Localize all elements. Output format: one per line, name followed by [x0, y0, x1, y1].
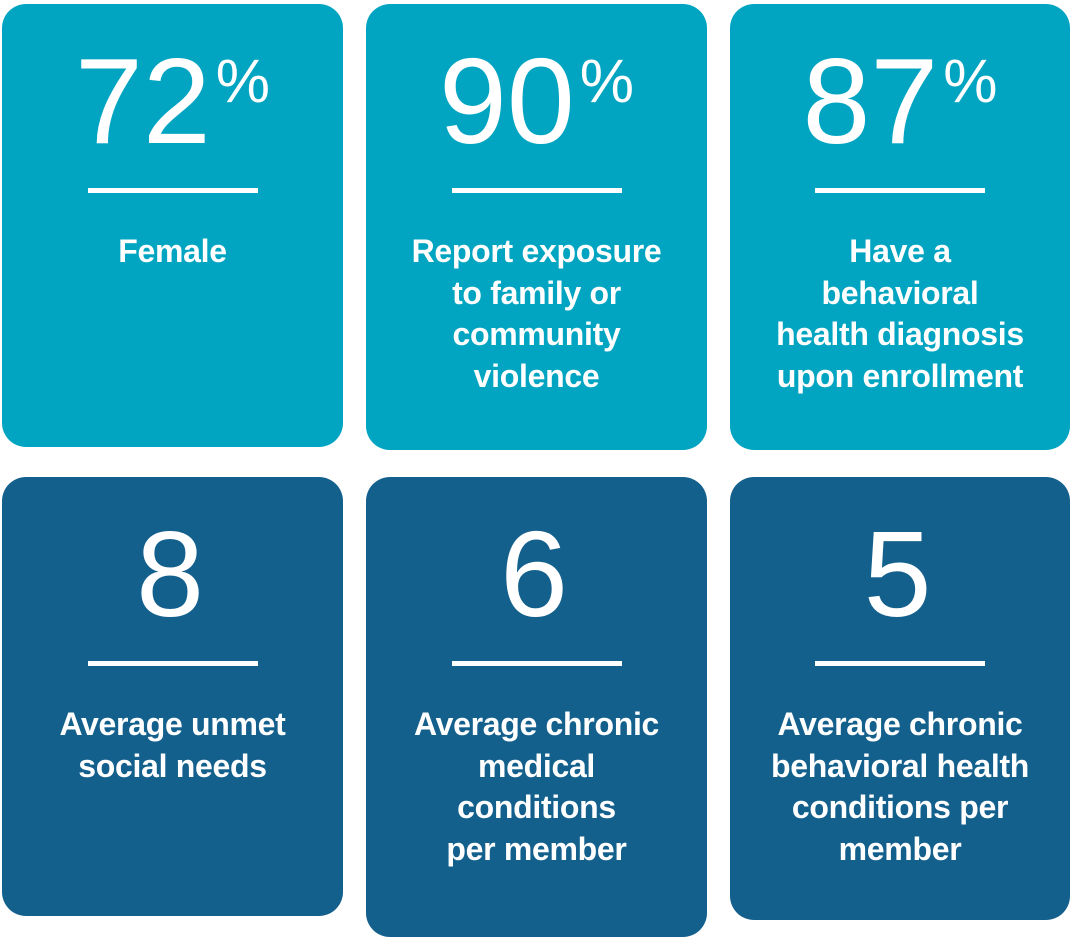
stat-value: 5	[742, 513, 1058, 635]
stat-card-chronic-medical-conditions: 6 Average chronic medical conditions per…	[366, 477, 707, 937]
stat-card-behavioral-health-diagnosis: 87% Have a behavioral health diagnosis u…	[730, 4, 1070, 450]
percent-sign: %	[579, 47, 634, 115]
stat-label: Report exposure to family or community v…	[411, 233, 662, 394]
stat-label: Female	[118, 233, 227, 269]
stat-value-number: 90	[439, 33, 575, 169]
stat-value: 8	[14, 513, 331, 635]
divider-line	[87, 661, 258, 666]
stat-label: Average chronic behavioral health condit…	[770, 706, 1030, 867]
stat-label: Average unmet social needs	[59, 706, 286, 784]
divider-line	[815, 188, 985, 193]
stat-value: 72%	[14, 40, 331, 162]
stat-value-number: 87	[802, 33, 939, 169]
stat-value: 90%	[378, 40, 695, 162]
stat-value-number: 5	[863, 506, 932, 642]
stat-card-chronic-behavioral-conditions: 5 Average chronic behavioral health cond…	[730, 477, 1070, 920]
stat-card-violence-exposure: 90% Report exposure to family or communi…	[366, 4, 707, 450]
stat-card-unmet-social-needs: 8 Average unmet social needs	[2, 477, 343, 916]
divider-line	[451, 188, 622, 193]
divider-line	[815, 661, 985, 666]
stat-label: Have a behavioral health diagnosis upon …	[776, 233, 1024, 394]
stat-label: Average chronic medical conditions per m…	[413, 706, 660, 867]
stat-value-number: 72	[75, 33, 211, 169]
percent-sign: %	[943, 47, 998, 115]
percent-sign: %	[215, 47, 270, 115]
stat-value-number: 8	[136, 506, 204, 642]
stat-card-female: 72% Female	[2, 4, 343, 447]
divider-line	[87, 188, 258, 193]
stat-value-number: 6	[500, 506, 568, 642]
stat-value: 6	[378, 513, 695, 635]
divider-line	[451, 661, 622, 666]
stat-value: 87%	[742, 40, 1058, 162]
